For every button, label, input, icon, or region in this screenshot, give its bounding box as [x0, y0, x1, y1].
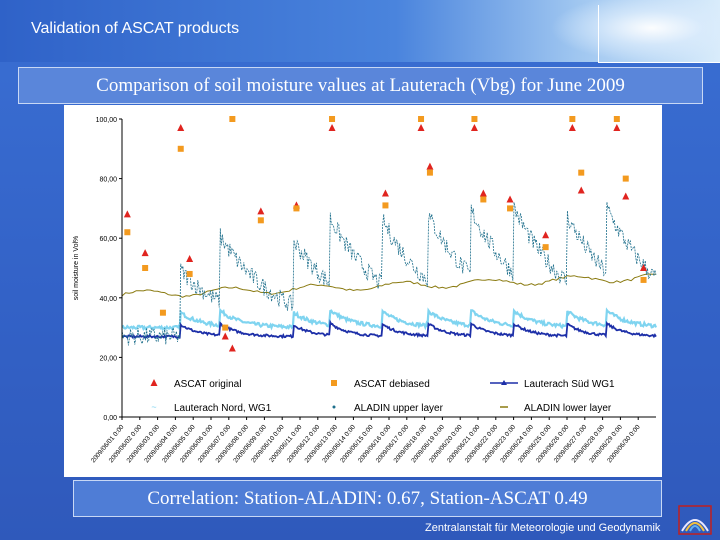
- ascat-debiased-point: [159, 309, 166, 316]
- ascat-debiased-point: [640, 276, 647, 283]
- ascat-original-point: [542, 231, 550, 239]
- y-tick-label: 60,00: [99, 236, 117, 243]
- ascat-debiased-point: [124, 229, 131, 236]
- ascat-debiased-point: [142, 265, 149, 271]
- subtitle-bar: Comparison of soil moisture values at La…: [18, 67, 703, 104]
- correlation-bar: Correlation: Station-ALADIN: 0.67, Stati…: [73, 480, 662, 517]
- ascat-original-point: [470, 123, 478, 131]
- zamg-logo-icon: [678, 505, 712, 535]
- ascat-debiased-point: [177, 145, 184, 152]
- y-tick-label: 0,00: [103, 415, 117, 422]
- ascat-original-point: [622, 192, 630, 200]
- aladin-upper-line: [121, 202, 657, 346]
- ascat-debiased-point: [569, 116, 576, 122]
- ascat-original-point: [141, 249, 149, 257]
- correlation-text: Correlation: Station-ALADIN: 0.67, Stati…: [147, 487, 588, 509]
- station-nord-line: [121, 307, 658, 332]
- ascat-original-point: [186, 255, 194, 263]
- ascat-debiased-point: [222, 324, 229, 331]
- ascat-original-point: [177, 123, 185, 131]
- legend-label: ALADIN upper layer: [354, 403, 444, 414]
- legend-label: Lauterach Süd WG1: [524, 379, 615, 390]
- y-tick-label: 80,00: [99, 177, 117, 184]
- ascat-original-point: [506, 195, 514, 203]
- ascat-original-point: [381, 189, 389, 197]
- ascat-original-point: [613, 123, 621, 131]
- legend-swatch-ascat-debiased: [331, 380, 337, 386]
- y-tick-label: 100,00: [96, 117, 118, 124]
- ascat-original-point: [568, 123, 576, 131]
- ascat-debiased-point: [426, 169, 433, 176]
- ascat-debiased-point: [542, 244, 549, 251]
- ascat-debiased-point: [329, 116, 336, 122]
- soil-moisture-chart: 0,00 20,00 40,00 60,00 80,00 100,00 soil moist…: [73, 116, 658, 464]
- ascat-original-point: [123, 210, 131, 218]
- ascat-original-point: [577, 186, 585, 194]
- ascat-original-point: [417, 123, 425, 131]
- ascat-debiased-point: [229, 116, 236, 122]
- legend-label: ASCAT original: [174, 379, 241, 390]
- station-sued-line: [121, 319, 657, 340]
- ascat-original-point: [328, 123, 336, 131]
- x-tick-label: 2009/06/30 0:00: [606, 423, 642, 464]
- ascat-original-point: [257, 207, 265, 215]
- legend-label: Lauterach Nord, WG1: [174, 403, 272, 414]
- ascat-debiased-point: [418, 116, 425, 122]
- ascat-debiased-point: [257, 217, 264, 224]
- ascat-debiased-point: [507, 205, 514, 212]
- legend-swatch-aladin-upper: [332, 405, 336, 409]
- legend-label: ALADIN lower layer: [524, 403, 612, 414]
- ascat-debiased-point: [293, 205, 300, 212]
- legend-swatch-ascat-original: [150, 379, 158, 386]
- aladin-lower-line: [121, 273, 657, 298]
- legend-swatch-station-sued-marker: [501, 380, 507, 385]
- chart-panel: 0,00 20,00 40,00 60,00 80,00 100,00 soil moist…: [64, 105, 662, 477]
- ascat-original-point: [426, 162, 434, 170]
- ascat-debiased-point: [382, 202, 389, 209]
- y-tick-label: 40,00: [99, 296, 117, 303]
- ascat-original-point: [221, 332, 229, 340]
- ascat-debiased-point: [613, 116, 620, 122]
- chart-subtitle: Comparison of soil moisture values at La…: [96, 74, 625, 96]
- y-tick-label: 20,00: [99, 355, 117, 362]
- ascat-debiased-point: [186, 270, 193, 277]
- legend-label: ASCAT debiased: [354, 379, 430, 390]
- ascat-debiased-point: [471, 116, 478, 122]
- legend-swatch-station-nord: ~: [151, 402, 156, 412]
- ascat-original-point: [228, 344, 236, 352]
- slide-title: Validation of ASCAT products: [31, 20, 240, 37]
- ascat-debiased-point: [622, 175, 629, 182]
- header-frame: [598, 5, 720, 63]
- header-cloud-image: [550, 0, 720, 62]
- ascat-debiased-point: [480, 196, 487, 203]
- y-axis-label: soil moisture in Vol%: [73, 236, 80, 301]
- institution-credit: Zentralanstalt für Meteorologie und Geod…: [425, 522, 661, 534]
- ascat-original-point: [479, 189, 487, 197]
- ascat-debiased-point: [578, 169, 585, 176]
- ascat-original-point: [640, 264, 648, 271]
